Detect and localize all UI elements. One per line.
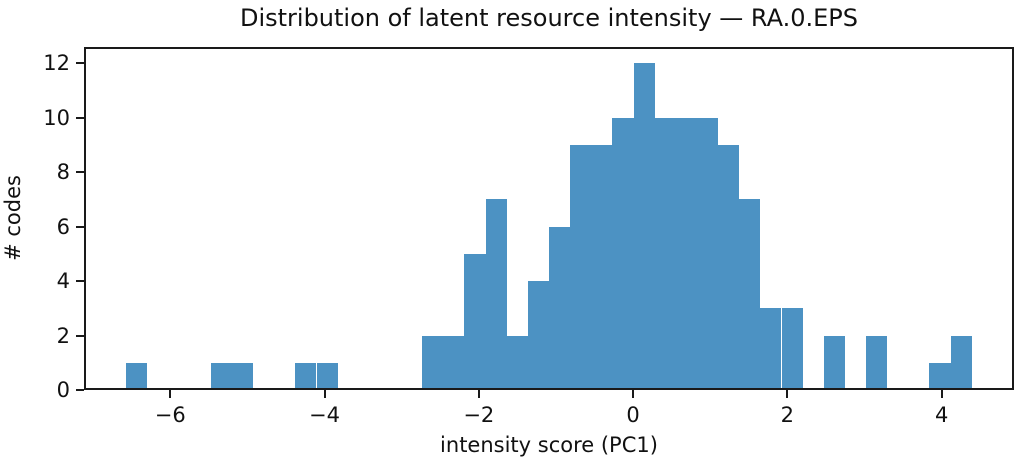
x-tick-mark — [323, 390, 326, 398]
histogram-bar — [781, 308, 803, 390]
y-tick-label: 10 — [43, 105, 70, 130]
plot-area: −6 −4 −2 0 2 4 0 2 4 6 8 10 12 — [43, 47, 1014, 427]
x-tick-mark — [169, 390, 172, 398]
x-tick-mark — [477, 390, 480, 398]
histogram-bar — [612, 117, 634, 390]
histogram-bar — [231, 362, 254, 390]
histogram-bar — [633, 63, 655, 390]
x-tick-mark — [632, 390, 635, 398]
histogram-bar — [823, 335, 845, 390]
y-tick-mark — [76, 62, 84, 65]
histogram-bar — [570, 145, 592, 390]
histogram-bar — [527, 281, 549, 390]
x-tick-mark — [940, 390, 943, 398]
y-tick-label: 2 — [56, 323, 70, 348]
x-tick-mark — [786, 390, 789, 398]
x-tick-label: −6 — [154, 403, 186, 427]
y-tick-label: 0 — [56, 378, 70, 402]
y-tick-label: 12 — [43, 51, 70, 76]
y-tick-mark — [76, 280, 84, 283]
chart-title: Distribution of latent resource intensit… — [239, 4, 859, 32]
y-tick-mark — [76, 171, 84, 174]
y-tick-mark — [76, 225, 84, 228]
y-tick-mark — [76, 389, 84, 391]
y-tick-label: 8 — [56, 160, 70, 185]
histogram-bar — [422, 335, 444, 390]
x-tick-label: −2 — [463, 403, 495, 427]
histogram-bar — [760, 308, 782, 390]
histogram-bar — [591, 145, 613, 390]
histogram-bar — [126, 362, 148, 390]
histogram-bar — [696, 117, 719, 390]
y-tick-label: 6 — [56, 214, 70, 239]
histogram-bar — [739, 199, 761, 390]
y-tick-mark — [76, 334, 84, 337]
x-tick-label: 2 — [780, 403, 795, 427]
x-tick-label: 4 — [934, 403, 949, 427]
histogram-bar — [464, 253, 486, 390]
histogram-bar — [950, 335, 972, 390]
x-axis-label: intensity score (PC1) — [440, 433, 658, 457]
histogram-bar — [506, 335, 528, 390]
y-tick-mark — [76, 116, 84, 119]
y-tick-label: 4 — [56, 269, 70, 294]
histogram-bar — [485, 199, 507, 390]
histogram-bar — [295, 362, 317, 390]
histogram-bar — [929, 362, 951, 390]
histogram-bar — [718, 145, 740, 390]
x-tick-label: −4 — [309, 403, 340, 427]
histogram-bar — [675, 117, 697, 390]
histogram-bar — [866, 335, 888, 390]
histogram-bar — [443, 335, 465, 390]
histogram-bar — [654, 117, 676, 390]
histogram-bar — [210, 362, 232, 390]
x-tick-label: 0 — [626, 403, 640, 427]
histogram-bar — [316, 362, 338, 390]
histogram-bar — [549, 226, 571, 390]
